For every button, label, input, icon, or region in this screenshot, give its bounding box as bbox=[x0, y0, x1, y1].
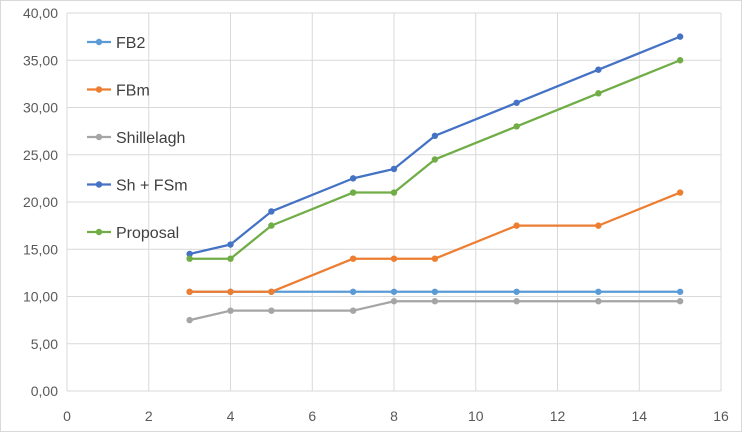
x-tick-label: 8 bbox=[390, 408, 398, 424]
legend-marker bbox=[95, 133, 103, 141]
x-tick-label: 12 bbox=[550, 408, 566, 424]
data-point bbox=[431, 132, 439, 140]
series-proposal bbox=[186, 57, 684, 262]
data-point bbox=[431, 288, 439, 295]
data-point bbox=[513, 222, 520, 229]
legend-item: FB2 bbox=[87, 35, 145, 52]
data-point bbox=[227, 241, 234, 248]
data-point bbox=[268, 208, 275, 215]
data-point bbox=[268, 307, 275, 314]
data-point bbox=[595, 222, 602, 229]
data-point bbox=[227, 288, 234, 295]
data-point bbox=[390, 298, 398, 305]
y-tick-label: 30,00 bbox=[23, 100, 58, 116]
x-tick-label: 10 bbox=[468, 408, 484, 424]
data-point bbox=[349, 255, 357, 262]
data-point bbox=[268, 288, 275, 295]
data-point bbox=[349, 307, 357, 314]
x-tick-label: 2 bbox=[145, 408, 153, 424]
data-point bbox=[595, 298, 602, 305]
legend-item: Proposal bbox=[87, 225, 179, 242]
data-point bbox=[186, 316, 193, 324]
legend-marker bbox=[95, 181, 103, 188]
y-tick-label: 35,00 bbox=[23, 52, 58, 68]
data-point bbox=[349, 288, 357, 295]
series-shillelagh bbox=[186, 298, 684, 324]
y-tick-label: 25,00 bbox=[23, 147, 58, 163]
data-point bbox=[186, 255, 193, 262]
data-point bbox=[513, 123, 520, 130]
legend-label: FB2 bbox=[116, 35, 145, 52]
legend-label: Shillelagh bbox=[116, 130, 185, 147]
data-point bbox=[349, 175, 357, 182]
legend-label: Proposal bbox=[116, 225, 179, 242]
data-point bbox=[227, 255, 234, 262]
data-point bbox=[595, 66, 602, 73]
y-tick-label: 40,00 bbox=[23, 5, 58, 21]
series-group bbox=[186, 33, 684, 324]
series-sh-fsm bbox=[186, 33, 684, 258]
x-tick-label: 16 bbox=[713, 408, 729, 424]
y-tick-label: 20,00 bbox=[23, 194, 58, 210]
y-tick-label: 10,00 bbox=[23, 289, 58, 305]
legend-marker bbox=[95, 86, 103, 93]
data-point bbox=[186, 250, 193, 258]
data-point bbox=[390, 288, 398, 295]
axes: 0,005,0010,0015,0020,0025,0030,0035,0040… bbox=[23, 5, 729, 424]
x-tick-label: 6 bbox=[308, 408, 316, 424]
x-tick-label: 4 bbox=[227, 408, 235, 424]
legend-item: FBm bbox=[87, 83, 150, 100]
y-tick-label: 5,00 bbox=[31, 336, 58, 352]
legend-label: Sh + FSm bbox=[116, 178, 188, 195]
x-tick-label: 0 bbox=[63, 408, 71, 424]
data-point bbox=[186, 288, 193, 295]
series-fbm bbox=[186, 189, 684, 295]
data-point bbox=[513, 288, 520, 295]
legend-marker bbox=[95, 38, 103, 46]
data-point bbox=[431, 255, 439, 262]
y-tick-label: 0,00 bbox=[31, 383, 58, 399]
data-point bbox=[227, 307, 234, 314]
legend-item: Sh + FSm bbox=[87, 178, 188, 195]
data-point bbox=[676, 57, 684, 64]
data-point bbox=[676, 288, 684, 295]
legend-marker bbox=[95, 228, 103, 236]
data-point bbox=[431, 156, 439, 163]
data-point bbox=[595, 288, 602, 295]
data-point bbox=[513, 99, 520, 106]
legend: FB2 FBm Shillelagh Sh + FSm Proposal bbox=[87, 35, 188, 242]
data-point bbox=[676, 33, 684, 40]
data-point bbox=[268, 222, 275, 229]
data-point bbox=[390, 165, 398, 173]
data-point bbox=[676, 298, 684, 305]
legend-item: Shillelagh bbox=[87, 130, 185, 147]
x-tick-label: 14 bbox=[631, 408, 647, 424]
data-point bbox=[676, 189, 684, 196]
y-tick-label: 15,00 bbox=[23, 241, 58, 257]
data-point bbox=[513, 298, 520, 305]
data-point bbox=[390, 189, 398, 196]
data-point bbox=[595, 90, 602, 97]
data-point bbox=[390, 255, 398, 262]
data-point bbox=[431, 298, 439, 305]
data-point bbox=[349, 189, 357, 196]
legend-label: FBm bbox=[116, 83, 150, 100]
